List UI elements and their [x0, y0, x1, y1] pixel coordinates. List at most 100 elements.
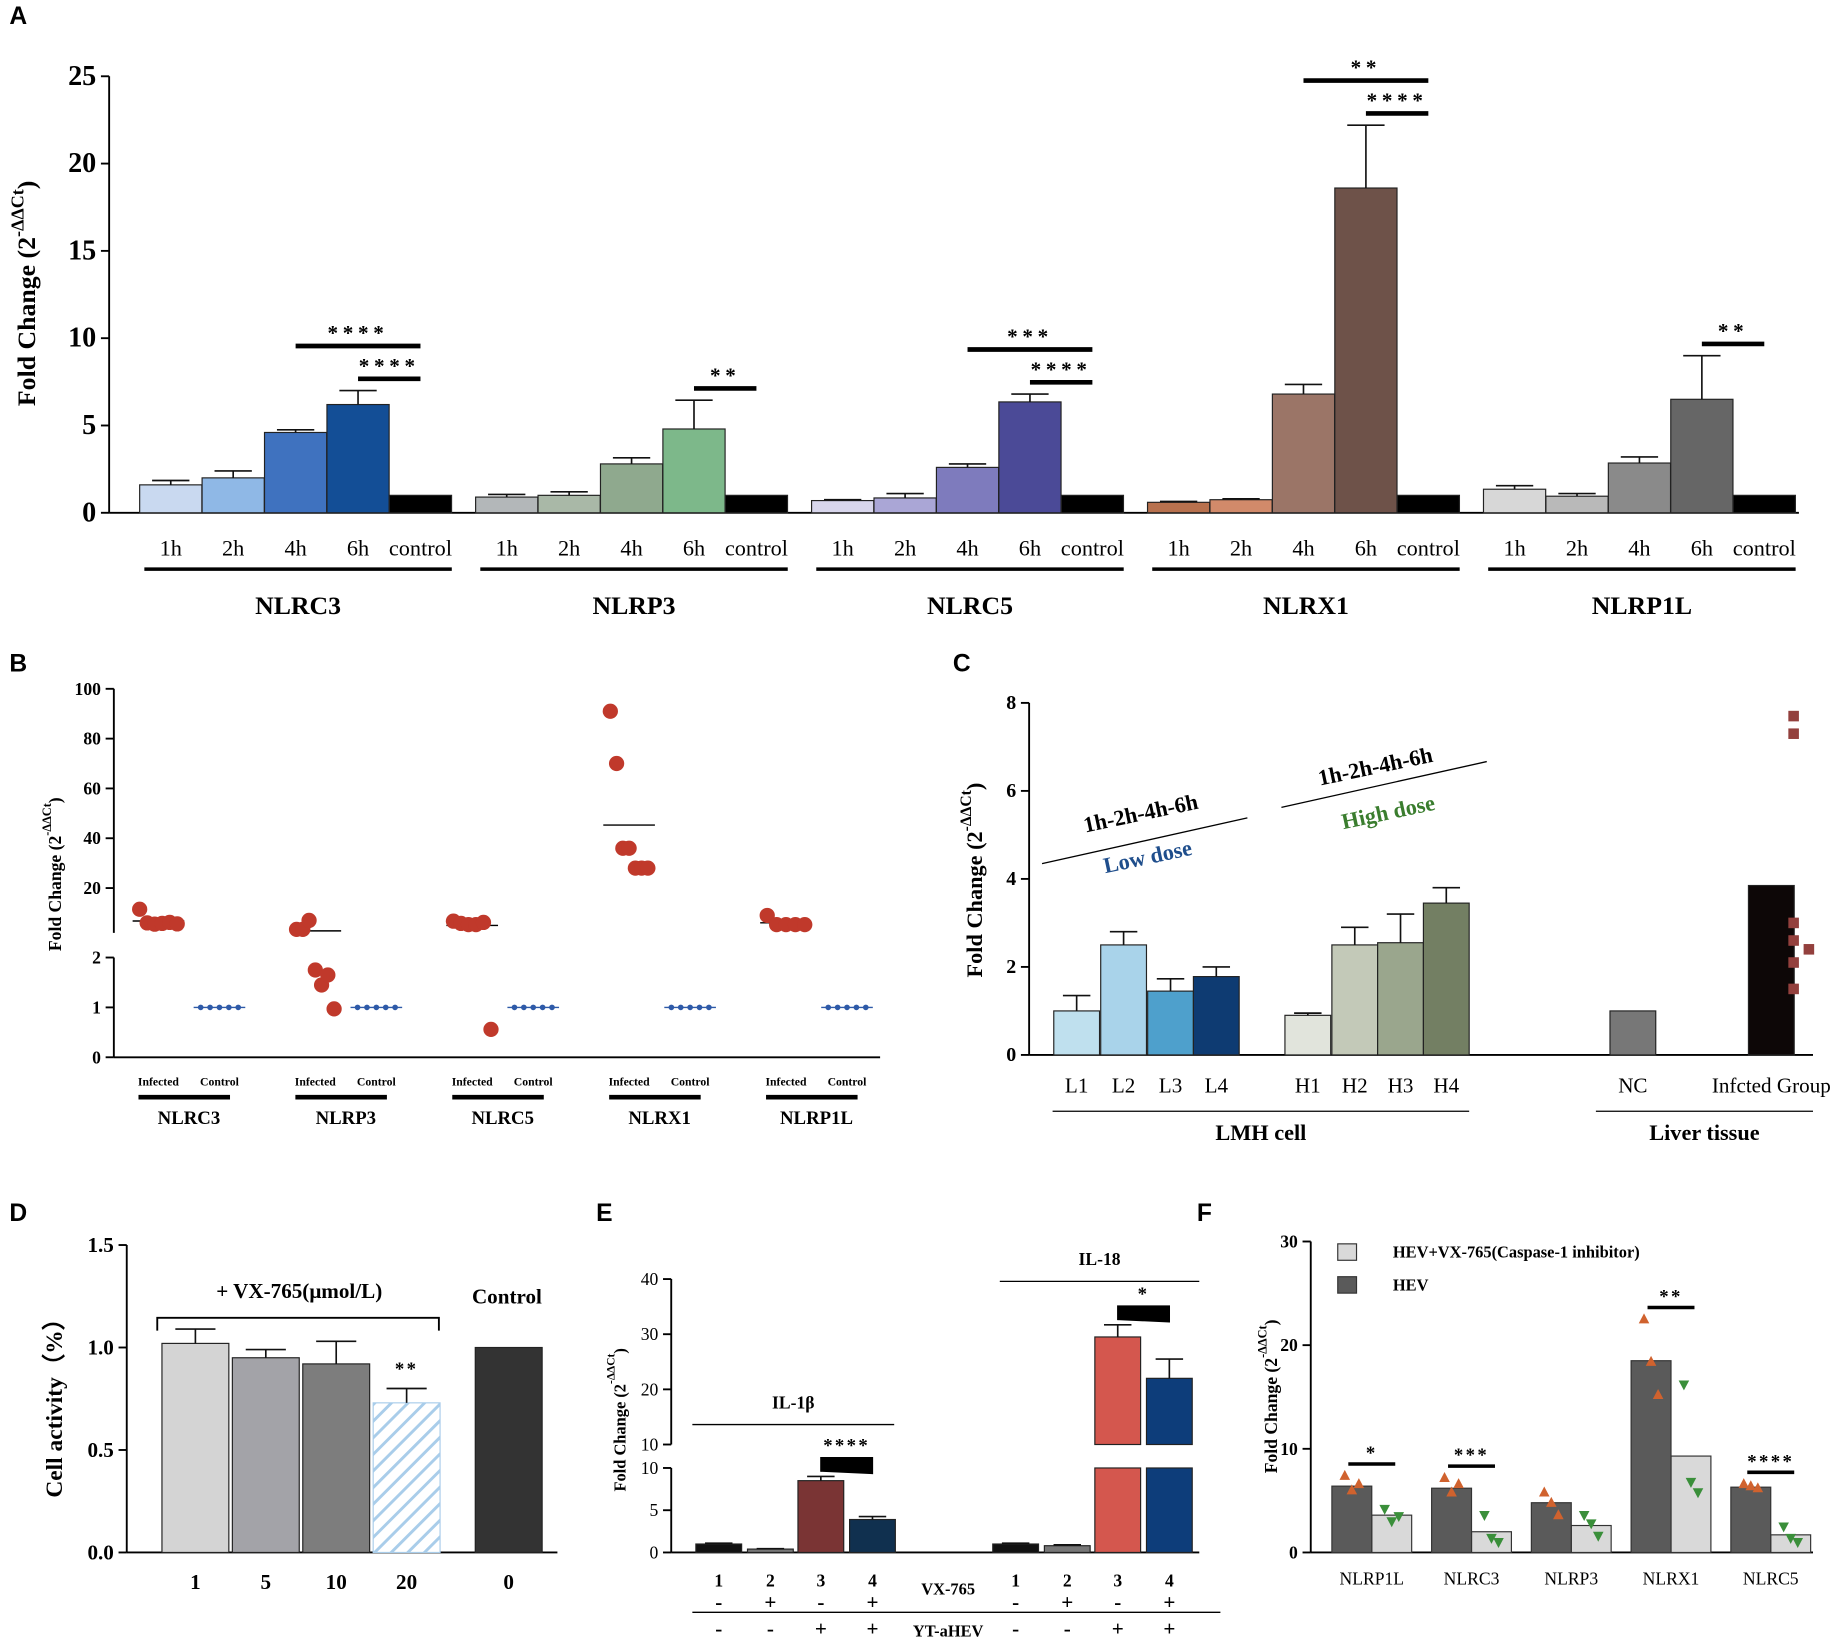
- data-point: [1353, 1478, 1365, 1489]
- data-point: [539, 1004, 546, 1011]
- bar: [1145, 1467, 1193, 1554]
- significance-label: ****: [328, 321, 389, 345]
- data-point: [373, 1004, 380, 1011]
- y-axis-label-part: -ΔΔCt: [1256, 1324, 1270, 1357]
- x-tick-label: NLRX1: [1643, 1568, 1700, 1588]
- bar: [139, 484, 203, 514]
- bar: [1630, 1360, 1672, 1554]
- bar: [1284, 1014, 1332, 1056]
- data-point: [1785, 1533, 1796, 1544]
- legend-swatch: [1337, 1276, 1358, 1294]
- sample-label: Infected: [765, 1075, 806, 1088]
- x-tick-label: 6h: [347, 535, 369, 560]
- error-bar: [1062, 994, 1091, 1011]
- error-bar: [1001, 1542, 1030, 1545]
- x-tick-label: 1: [1011, 1571, 1020, 1591]
- x-tick-label: 6h: [1691, 535, 1713, 560]
- bar: [1422, 902, 1470, 1056]
- y-axis-label: Fold Change (2-ΔΔCt): [605, 1348, 629, 1491]
- section-label: Liver tissue: [1649, 1120, 1759, 1145]
- x-tick-label: NLRC3: [1444, 1568, 1500, 1588]
- treatment-sign: +: [866, 1617, 878, 1641]
- y-axis-label-part: ): [610, 1348, 629, 1353]
- bar: [1145, 1377, 1193, 1446]
- group-label: NLRC3: [158, 1108, 221, 1129]
- x-tick-label: 20: [396, 1570, 417, 1594]
- sample-label: Control: [200, 1075, 240, 1088]
- bar: [1530, 1502, 1572, 1554]
- x-tick-label: 10: [326, 1570, 347, 1594]
- bar: [873, 497, 937, 514]
- bar: [1545, 495, 1609, 514]
- y-axis-label-part: Fold Change (2: [1261, 1358, 1281, 1474]
- data-point: [1379, 1504, 1390, 1515]
- error-bar: [1495, 484, 1534, 490]
- y-tick-label: 6: [1006, 780, 1016, 802]
- y-axis-label-part: -ΔΔCt: [8, 189, 28, 237]
- y-tick-label: 5: [82, 410, 96, 441]
- data-point: [1692, 1488, 1704, 1499]
- data-point: [1546, 1496, 1557, 1507]
- data-point: [1479, 1511, 1490, 1522]
- x-tick-label: 1h: [160, 535, 182, 560]
- data-point: [696, 1004, 703, 1011]
- x-tick-label: NC: [1618, 1073, 1647, 1097]
- x-tick-label: 1h: [1167, 535, 1189, 560]
- bar: [1670, 398, 1734, 514]
- group-label: NLRX1: [1263, 591, 1349, 620]
- bar: [1100, 944, 1148, 1056]
- bar: [1331, 944, 1379, 1056]
- y-tick-label: 1: [92, 997, 101, 1017]
- data-point: [307, 962, 323, 978]
- x-tick-label: 3: [1113, 1571, 1122, 1591]
- x-tick-label: H1: [1295, 1073, 1321, 1097]
- bar: [1094, 1467, 1142, 1554]
- group-label: NLRC3: [255, 591, 341, 620]
- x-tick-label: 6h: [1355, 535, 1377, 560]
- bar: [1209, 499, 1273, 514]
- group-label: 1h-2h-4h-6h: [1081, 789, 1201, 838]
- error-bar: [1109, 930, 1138, 945]
- x-tick-label: Infcted Group: [1712, 1073, 1831, 1097]
- error-bar: [1202, 966, 1231, 977]
- y-tick-label: 1.0: [87, 1336, 113, 1360]
- error-bar: [1222, 498, 1260, 500]
- annotation-line: [1281, 760, 1487, 808]
- data-point: [602, 703, 618, 719]
- y-tick-label: 25: [68, 61, 96, 92]
- data-point: [354, 1004, 361, 1011]
- data-point: [197, 1004, 204, 1011]
- x-tick-label: 2: [766, 1571, 775, 1591]
- data-point: [1788, 957, 1799, 968]
- data-point: [668, 1004, 675, 1011]
- bar: [326, 403, 390, 514]
- x-tick-label: control: [1733, 535, 1796, 560]
- x-tick-label: 2h: [1230, 535, 1252, 560]
- data-point: [1578, 1511, 1590, 1522]
- data-point: [226, 1004, 232, 1011]
- data-point: [1745, 1480, 1757, 1491]
- data-point: [1803, 944, 1815, 955]
- x-tick-label: 6h: [1019, 535, 1041, 560]
- error-bar: [612, 456, 651, 464]
- data-point: [1386, 1517, 1398, 1528]
- bar: [1607, 462, 1672, 514]
- sample-label: Control: [671, 1075, 711, 1088]
- x-tick-label: 4h: [284, 535, 306, 560]
- panel-letter: E: [596, 1200, 612, 1227]
- treatment-sign: -: [817, 1590, 824, 1614]
- bar: [810, 499, 875, 514]
- error-bar: [245, 1348, 286, 1358]
- bar: [537, 494, 601, 514]
- control-label: Control: [472, 1285, 542, 1309]
- error-bar: [1053, 1544, 1081, 1546]
- y-tick-label: 0.0: [87, 1540, 113, 1564]
- y-tick-label: 30: [641, 1324, 659, 1344]
- treatment-label: VX-765: [921, 1579, 975, 1598]
- panel-letter: F: [1197, 1200, 1212, 1227]
- treatment-sign: -: [1114, 1590, 1121, 1614]
- data-point: [1592, 1531, 1604, 1542]
- x-tick-label: 0: [503, 1570, 514, 1594]
- y-axis-label: Cell activity（%）: [41, 1307, 68, 1498]
- bar: [599, 463, 664, 514]
